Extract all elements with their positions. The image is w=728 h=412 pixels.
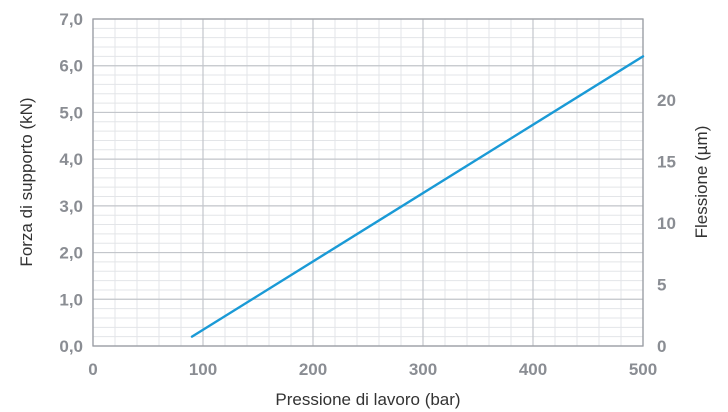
plot-frame <box>92 18 644 347</box>
x-tick-label: 300 <box>409 360 437 379</box>
y2-tick-label: 15 <box>657 153 676 172</box>
x-tick-label: 500 <box>629 360 657 379</box>
y2-tick-label: 10 <box>657 214 676 233</box>
y-axis-title: Forza di supporto (kN) <box>17 97 36 266</box>
x-axis-title: Pressione di lavoro (bar) <box>275 390 460 409</box>
y-tick-label: 5,0 <box>59 103 83 122</box>
y-tick-label: 1,0 <box>59 290 83 309</box>
y2-axis-title: Flessione (µm) <box>692 126 711 239</box>
left-axis-ticks: 0,0 1,0 2,0 3,0 4,0 5,0 6,0 7,0 <box>59 10 83 356</box>
y2-tick-label: 5 <box>657 276 666 295</box>
y-tick-label: 4,0 <box>59 150 83 169</box>
x-tick-label: 100 <box>189 360 217 379</box>
right-axis-ticks: 0 5 10 15 20 <box>657 91 676 356</box>
series-layer <box>190 55 645 338</box>
minor-grid <box>92 18 644 347</box>
y-tick-label: 6,0 <box>59 57 83 76</box>
y-tick-label: 7,0 <box>59 10 83 29</box>
series-line <box>190 55 645 338</box>
y-tick-label: 2,0 <box>59 244 83 263</box>
x-tick-label: 0 <box>88 360 97 379</box>
y-tick-label: 0,0 <box>59 337 83 356</box>
x-tick-label: 200 <box>299 360 327 379</box>
y2-tick-label: 0 <box>657 337 666 356</box>
plot-border <box>92 18 644 347</box>
y2-tick-label: 20 <box>657 91 676 110</box>
y-tick-label: 3,0 <box>59 197 83 216</box>
x-tick-label: 400 <box>519 360 547 379</box>
x-axis-ticks: 0 100 200 300 400 500 <box>88 360 657 379</box>
major-grid <box>92 18 644 347</box>
